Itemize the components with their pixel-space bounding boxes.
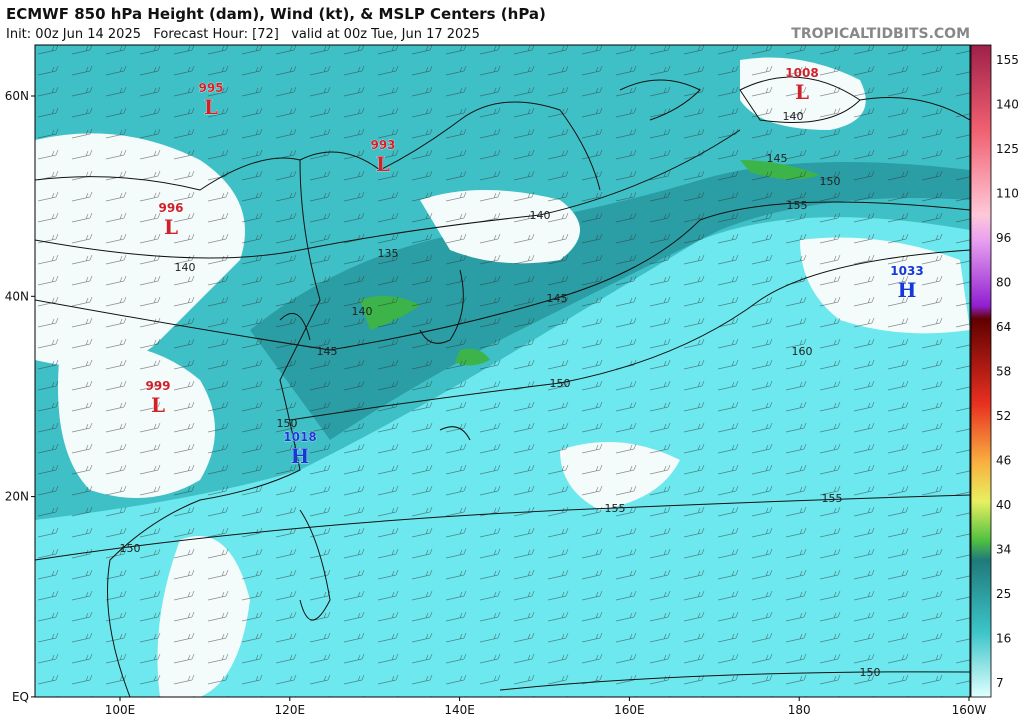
center-symbol: L: [151, 393, 165, 417]
lat-label: 20N: [5, 490, 29, 504]
center-pressure: 1018: [283, 430, 316, 444]
colorbar-label: 155: [996, 53, 1019, 67]
center-symbol: L: [164, 215, 178, 239]
center-symbol: L: [795, 80, 809, 104]
pressure-centers: 1008 L 995 L 993 L 996 L 999 L 1033 H 10…: [145, 66, 924, 469]
map-frame: [34, 44, 971, 698]
lat-label: 60N: [5, 89, 29, 103]
colorbar-label: 52: [996, 409, 1011, 423]
lon-label: 140E: [444, 703, 475, 717]
watermark: TROPICALTIDBITS.COM: [791, 26, 970, 42]
contour-label: 135: [378, 247, 399, 260]
contour-label: 150: [120, 542, 141, 555]
colorbar-label: 96: [996, 231, 1011, 245]
subtitle: Init: 00z Jun 14 2025 Forecast Hour: [72…: [6, 27, 480, 42]
colorbar-label: 58: [996, 365, 1011, 379]
contour-label: 150: [820, 175, 841, 188]
colorbar-label: 34: [996, 543, 1011, 557]
contour-label: 155: [605, 502, 626, 515]
center-symbol: H: [291, 444, 310, 468]
lat-label: 40N: [5, 289, 29, 303]
center-symbol: L: [204, 95, 218, 119]
lon-label: 160E: [614, 703, 645, 717]
contour-label: 160: [792, 345, 813, 358]
contour-label: 140: [175, 261, 196, 274]
colorbar-label: 64: [996, 320, 1011, 334]
contour-label: 155: [787, 199, 808, 212]
height-contours: [35, 76, 970, 691]
colorbar-label: 110: [996, 187, 1019, 201]
contour-label: 145: [317, 345, 338, 358]
center-pressure: 993: [370, 138, 395, 152]
colorbar-label: 7: [996, 676, 1004, 690]
lon-label: 160W: [952, 703, 987, 717]
lon-label: 100E: [105, 703, 136, 717]
colorbar: [970, 44, 992, 698]
center-pressure: 1008: [785, 66, 818, 80]
center-pressure: 995: [198, 81, 223, 95]
center-pressure: 1033: [890, 264, 923, 278]
colorbar-label: 25: [996, 587, 1011, 601]
title: ECMWF 850 hPa Height (dam), Wind (kt), &…: [6, 5, 546, 23]
colorbar-label: 140: [996, 98, 1019, 112]
center-symbol: H: [898, 278, 917, 302]
contour-label: 140: [783, 110, 804, 123]
contour-label: 145: [547, 292, 568, 305]
colorbar-label: 125: [996, 142, 1019, 156]
wind-barbs: [35, 45, 970, 697]
lat-label: EQ: [12, 690, 29, 704]
contour-label: 145: [767, 152, 788, 165]
center-pressure: 996: [158, 201, 183, 215]
contour-label: 140: [352, 305, 373, 318]
colorbar-label: 80: [996, 276, 1011, 290]
coastlines: [35, 79, 970, 697]
contour-label: 140: [530, 209, 551, 222]
lon-label: 180: [788, 703, 811, 717]
map: [35, 45, 970, 697]
contour-label: 150: [860, 666, 881, 679]
lon-label: 120E: [275, 703, 306, 717]
center-symbol: L: [376, 152, 390, 176]
contour-label: 155: [822, 492, 843, 505]
center-pressure: 999: [145, 379, 170, 393]
contour-label: 150: [550, 377, 571, 390]
contour-labels: 140 145 150 155 140 135 140 145 140 145 …: [120, 110, 881, 679]
contour-label: 150: [277, 417, 298, 430]
colorbar-label: 40: [996, 498, 1011, 512]
colorbar-label: 16: [996, 632, 1011, 646]
colorbar-label: 46: [996, 454, 1011, 468]
